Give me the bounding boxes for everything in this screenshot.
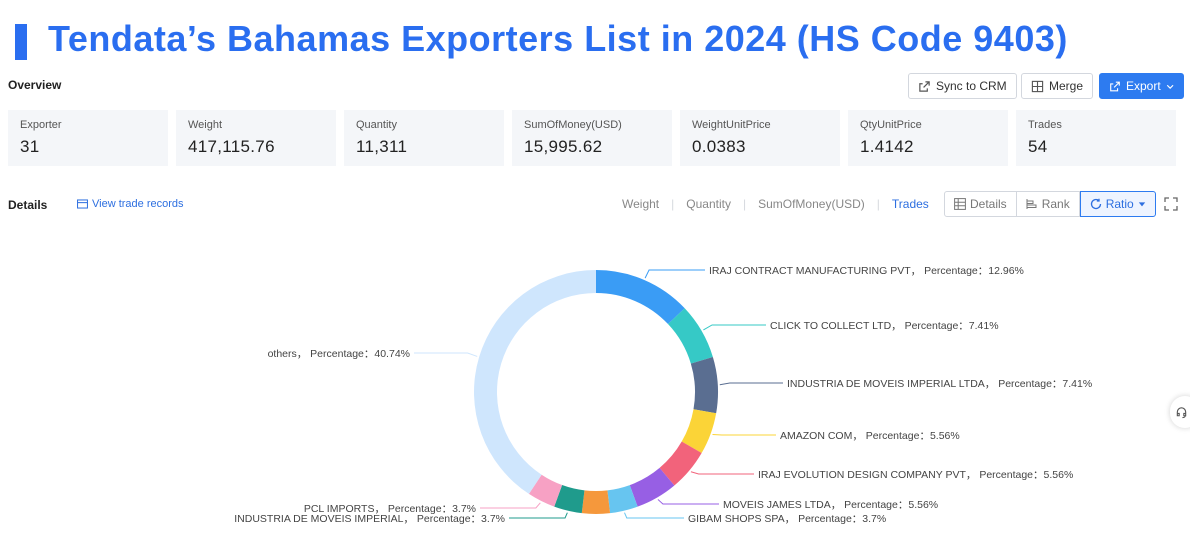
slice-label: INDUSTRIA DE MOVEIS IMPERIAL， Percentage… — [234, 513, 505, 525]
stat-card-quantity: Quantity 11,311 — [344, 110, 504, 166]
slice-label: PCL IMPORTS， Percentage：3.7% — [304, 503, 476, 515]
stat-value: 31 — [20, 137, 40, 156]
details-heading: Details — [8, 198, 48, 212]
slice-label: GIBAM SHOPS SPA， Percentage：3.7% — [688, 513, 886, 525]
page-title: Tendata’s Bahamas Exporters List in 2024… — [48, 18, 1068, 59]
stat-card-weight: Weight 417,115.76 — [176, 110, 336, 166]
slice-label: CLICK TO COLLECT LTD， Percentage：7.41% — [770, 320, 999, 332]
tab-divider: | — [876, 197, 880, 211]
slice-label: others， Percentage：40.74% — [268, 348, 410, 360]
leader-line — [703, 324, 766, 331]
stat-card-weight-unit-price: WeightUnitPrice 0.0383 — [680, 110, 840, 166]
donut-slice[interactable] — [554, 485, 585, 514]
export-button[interactable]: Export — [1099, 73, 1184, 99]
rank-icon — [1026, 199, 1037, 209]
leader-line — [657, 499, 719, 505]
view-details-button[interactable]: Details — [944, 191, 1017, 217]
view-rank-button[interactable]: Rank — [1016, 191, 1080, 217]
leader-line — [644, 269, 705, 279]
table-icon — [954, 198, 966, 210]
donut-slice[interactable] — [528, 474, 563, 507]
tab-weight[interactable]: Weight — [622, 197, 660, 211]
stat-value: 54 — [1028, 137, 1048, 156]
title-accent-bar — [15, 24, 27, 60]
stat-label: QtyUnitPrice — [860, 119, 922, 131]
donut-slice[interactable] — [681, 409, 717, 454]
customer-support-button[interactable] — [1170, 396, 1190, 428]
overview-stats: Exporter 31 Weight 417,115.76 Quantity 11,3… — [8, 110, 1176, 166]
stat-card-exporter: Exporter 31 — [8, 110, 168, 166]
stat-card-qty-unit-price: QtyUnitPrice 1.4142 — [848, 110, 1008, 166]
slice-label: IRAJ CONTRACT MANUFACTURING PVT， Percent… — [709, 265, 1024, 277]
caret-down-icon — [1138, 202, 1145, 207]
leader-line — [509, 512, 568, 519]
view-mode-switch: Details Rank Ratio — [944, 191, 1156, 217]
leader-line — [719, 382, 783, 386]
stat-label: SumOfMoney(USD) — [524, 119, 622, 131]
tab-divider: | — [671, 197, 675, 211]
merge-label: Merge — [1049, 79, 1084, 93]
donut-slice[interactable] — [629, 467, 675, 507]
stat-card-trades: Trades 54 — [1016, 110, 1176, 166]
leader-line — [414, 352, 478, 357]
metric-tabs: Weight | Quantity | SumOfMoney(USD) | Trade… — [622, 197, 929, 211]
sync-to-crm-label: Sync to CRM — [936, 79, 1007, 93]
export-icon — [1110, 81, 1120, 91]
leader-line — [690, 471, 754, 475]
slice-label: MOVEIS JAMES LTDA， Percentage：5.56% — [723, 499, 938, 511]
tab-sum-of-money[interactable]: SumOfMoney(USD) — [758, 197, 865, 211]
sync-to-crm-button[interactable]: Sync to CRM — [908, 73, 1017, 99]
leader-line — [624, 512, 684, 519]
merge-icon — [1031, 80, 1044, 92]
stat-card-sum-of-money: SumOfMoney(USD) 15,995.62 — [512, 110, 672, 166]
tab-trades[interactable]: Trades — [891, 197, 929, 211]
leader-line — [712, 433, 776, 436]
tab-divider: | — [742, 197, 747, 211]
refresh-icon — [1090, 198, 1101, 210]
view-ratio-label: Ratio — [1105, 197, 1134, 211]
stat-value: 417,115.76 — [188, 137, 275, 156]
records-icon — [77, 199, 88, 209]
view-ratio-button[interactable]: Ratio — [1079, 191, 1156, 217]
donut-slice[interactable] — [596, 270, 685, 325]
export-label: Export — [1126, 79, 1161, 93]
view-trade-records-link[interactable]: View trade records — [77, 198, 184, 210]
stat-value: 1.4142 — [860, 137, 914, 156]
fullscreen-icon[interactable] — [1164, 197, 1178, 211]
stat-label: Exporter — [20, 119, 62, 131]
stat-label: Weight — [188, 119, 223, 131]
donut-slice[interactable] — [690, 357, 718, 414]
stat-label: Quantity — [356, 119, 397, 131]
tab-quantity[interactable]: Quantity — [686, 197, 731, 211]
view-details-label: Details — [970, 197, 1007, 211]
headset-icon — [1176, 406, 1186, 418]
stat-label: WeightUnitPrice — [692, 119, 771, 131]
chevron-down-icon — [1166, 84, 1174, 89]
overview-heading: Overview — [8, 78, 62, 92]
leader-line — [480, 502, 541, 509]
donut-slice[interactable] — [659, 441, 702, 486]
merge-button[interactable]: Merge — [1021, 73, 1094, 99]
slice-label: IRAJ EVOLUTION DESIGN COMPANY PVT， Perce… — [758, 469, 1073, 481]
stat-label: Trades — [1028, 119, 1062, 131]
stat-value: 11,311 — [356, 137, 408, 156]
view-trade-records-label: View trade records — [92, 198, 184, 210]
stat-value: 0.0383 — [692, 137, 746, 156]
donut-slice[interactable] — [581, 490, 611, 514]
donut-slice[interactable] — [667, 308, 713, 364]
slice-label: AMAZON COM， Percentage：5.56% — [780, 430, 960, 442]
view-rank-label: Rank — [1041, 197, 1070, 211]
stat-value: 15,995.62 — [524, 137, 603, 156]
slice-label: INDUSTRIA DE MOVEIS IMPERIAL LTDA， Perce… — [787, 378, 1092, 390]
external-link-icon — [919, 80, 930, 92]
donut-slice[interactable] — [607, 485, 638, 514]
donut-slice[interactable] — [474, 270, 596, 494]
